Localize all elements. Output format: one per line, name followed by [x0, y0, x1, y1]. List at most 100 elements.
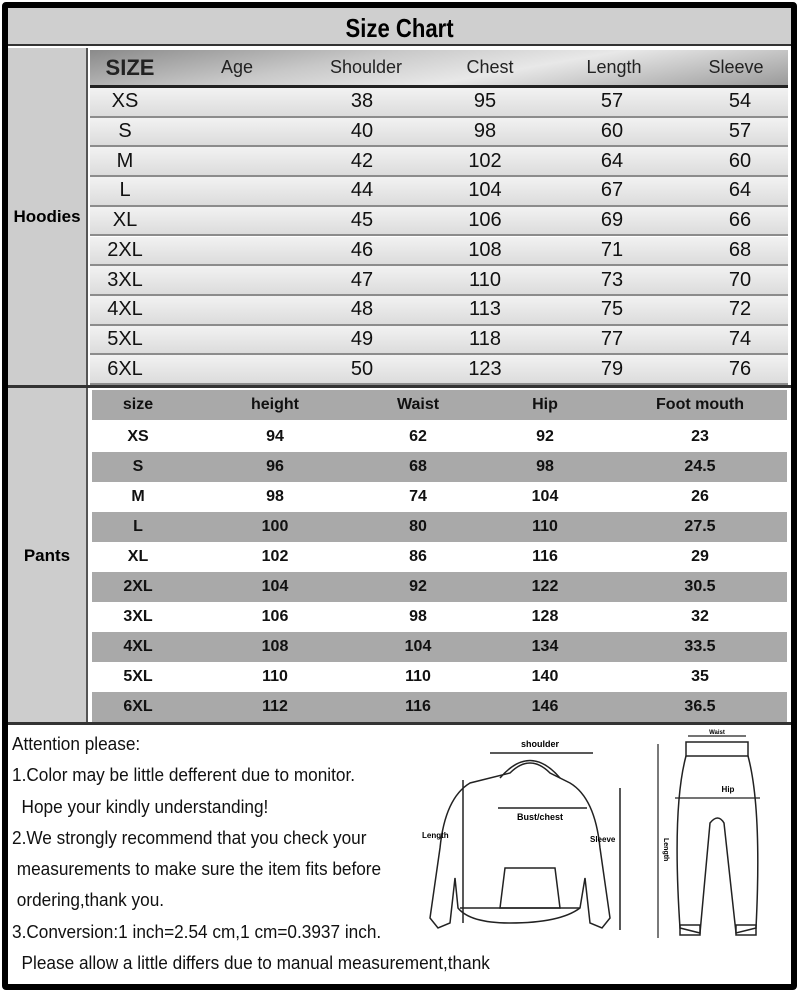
- shoulder-label: shoulder: [521, 739, 560, 749]
- pants-cell: 116: [405, 698, 431, 715]
- pants-header-cell: Waist: [396, 396, 440, 413]
- hoodies-cell: 102: [468, 149, 502, 172]
- pants-cell: 74: [409, 488, 427, 505]
- note-line: Hope your kindly understanding!: [12, 795, 269, 817]
- pants-header-row: size height Waist Hip Foot mouth: [92, 390, 787, 420]
- pants-cell: 30.5: [684, 578, 716, 595]
- chest-label: Bust/chest: [517, 812, 563, 822]
- hoodies-cell: 64: [600, 149, 624, 172]
- hoodies-header-cell: Shoulder: [329, 57, 403, 77]
- hoodies-cell: 104: [468, 179, 502, 202]
- pants-cell: 104: [531, 488, 559, 505]
- hoodies-cell: 40: [350, 120, 374, 143]
- pants-cell: 35: [691, 668, 709, 685]
- hoodies-cell: 75: [600, 298, 624, 321]
- hoodies-cell: 4XL: [107, 298, 143, 321]
- hoodies-cell: 46: [350, 238, 374, 261]
- section-divider: [8, 385, 791, 388]
- hoodies-cell: 98: [473, 120, 497, 143]
- pants-cell: 5XL: [123, 668, 153, 685]
- pants-cell: 110: [405, 668, 431, 685]
- hoodies-table-row: 5XL 49 118 77 74: [90, 325, 788, 356]
- sleeve-label: Sleeve: [590, 835, 616, 844]
- hoodies-cell: 77: [600, 327, 624, 350]
- hoodies-cell: 5XL: [107, 327, 143, 350]
- hoodies-cell: 57: [600, 90, 624, 113]
- hoodies-header-row: SIZE Age Shoulder Chest Length Sleeve: [90, 50, 788, 88]
- pants-cell: 2XL: [123, 578, 153, 595]
- pants-cell: 33.5: [684, 638, 716, 655]
- hoodies-table-row: S 40 98 60 57: [90, 117, 788, 148]
- hoodies-table-row: 6XL 50 123 79 76: [90, 355, 788, 385]
- hoodies-cell: XL: [112, 209, 138, 232]
- hoodies-cell: 50: [350, 357, 374, 380]
- hoodies-table-row: M 42 102 64 60: [90, 147, 788, 178]
- pants-cell: 98: [266, 488, 284, 505]
- pants-cell: 94: [266, 428, 284, 445]
- pants-cell: 62: [409, 428, 427, 445]
- section-divider: [8, 722, 791, 725]
- hoodies-cell: 113: [469, 298, 501, 321]
- hoodie-measure-lines: [462, 752, 621, 930]
- pants-cell: 110: [262, 668, 288, 685]
- pants-cell: 98: [409, 608, 427, 625]
- pants-table-row: L 100 80 110 27.5: [92, 512, 787, 542]
- pants-cell: 96: [266, 458, 284, 475]
- hoodies-header-cell: Chest: [466, 57, 514, 77]
- pants-table-row: 2XL 104 92 122 30.5: [92, 572, 787, 602]
- pants-cell: 122: [531, 578, 559, 595]
- hoodies-cell: XS: [111, 90, 139, 113]
- hoodies-cell: 60: [600, 120, 624, 143]
- hoodies-cell: 45: [350, 209, 374, 232]
- pants-cell: 86: [409, 548, 427, 565]
- pants-cell: 106: [261, 608, 289, 625]
- hoodies-header-cell: SIZE: [105, 54, 155, 80]
- pants-cell: 29: [691, 548, 709, 565]
- hoodies-cell: 38: [350, 90, 374, 113]
- pants-table-row: 5XL 110 110 140 35: [92, 662, 787, 692]
- hoodies-cell: 68: [728, 238, 752, 261]
- pants-cell: 4XL: [123, 638, 153, 655]
- note-line: measurements to make sure the item fits …: [12, 858, 382, 880]
- pants-header-cell: size: [122, 396, 154, 413]
- hoodies-cell: 71: [600, 238, 624, 261]
- hoodies-cell: 69: [600, 209, 624, 232]
- pants-cell: 110: [532, 518, 558, 535]
- hoodies-cell: 67: [600, 179, 624, 202]
- pants-cell: 100: [261, 518, 289, 535]
- hoodies-table-row: 3XL 47 110 73 70: [90, 266, 788, 296]
- pants-table-row: XL 102 86 116 29: [92, 542, 787, 572]
- pants-cell: 128: [531, 608, 559, 625]
- hoodies-cell: 79: [600, 357, 624, 380]
- hoodies-cell: 123: [468, 357, 502, 380]
- hoodies-cell: 42: [350, 149, 374, 172]
- hoodies-cell: 66: [728, 209, 752, 232]
- pants-table-row: S 96 68 98 24.5: [92, 452, 787, 482]
- length-label: Length: [422, 831, 449, 840]
- hoodies-cell: 3XL: [107, 268, 143, 291]
- hoodies-cell: 106: [468, 209, 502, 232]
- pants-cell: 112: [262, 698, 288, 715]
- pants-table-row: M 98 74 104 26: [92, 482, 787, 512]
- pants-cell: 104: [261, 578, 289, 595]
- pants-cell: 6XL: [123, 698, 153, 715]
- page-title: Size Chart: [8, 8, 791, 46]
- pants-cell: 140: [531, 668, 559, 685]
- hoodies-cell: 72: [728, 298, 752, 321]
- hoodies-header-cell: Sleeve: [708, 57, 764, 77]
- pants-cell: 68: [409, 458, 427, 475]
- pants-table-row: 3XL 106 98 128 32: [92, 602, 787, 632]
- hoodies-cell: M: [116, 149, 134, 172]
- hoodies-header-cell: Length: [586, 57, 642, 77]
- hoodies-table-row: XL 45 106 69 66: [90, 206, 788, 237]
- pants-cell: M: [131, 488, 145, 505]
- hoodies-cell: 48: [350, 298, 374, 321]
- hoodies-label: Hoodies: [8, 48, 88, 385]
- pants-cell: 24.5: [684, 458, 716, 475]
- pants-table-row: 6XL 112 116 146 36.5: [92, 692, 787, 722]
- pants-cell: XL: [127, 548, 149, 565]
- pants-cell: L: [133, 518, 143, 535]
- pants-cell: 134: [531, 638, 559, 655]
- hoodies-cell: 60: [728, 149, 752, 172]
- pants-header-cell: Hip: [532, 396, 558, 413]
